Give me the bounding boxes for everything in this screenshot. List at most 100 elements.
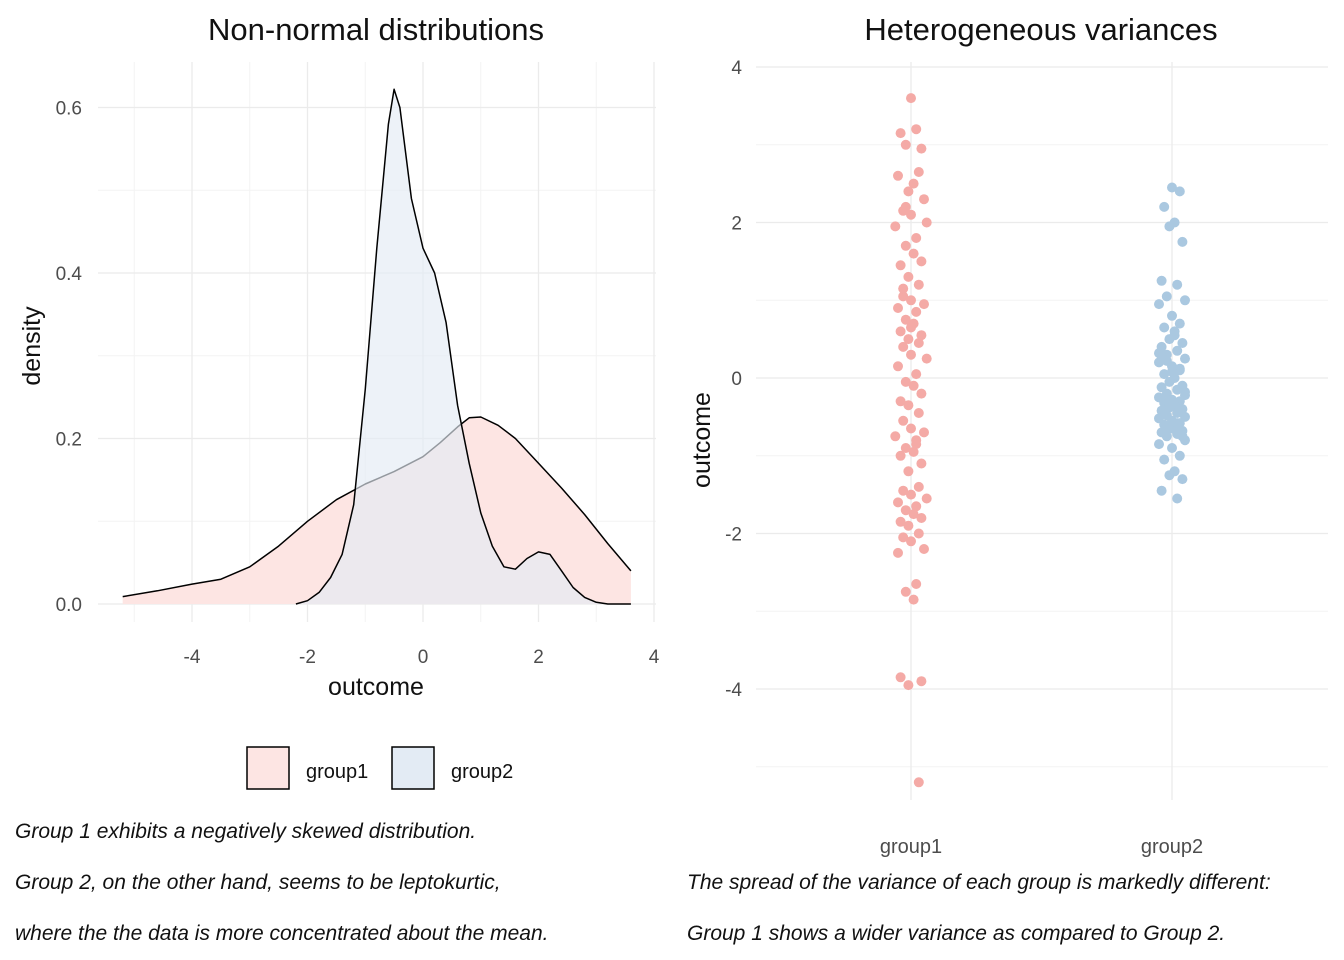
point-group1 — [890, 221, 901, 232]
point-group1 — [900, 201, 911, 212]
point-group1 — [906, 349, 916, 360]
point-group1 — [893, 303, 903, 313]
y-tick-label: 0.2 — [56, 430, 82, 451]
point-group1 — [913, 777, 924, 788]
y-tick-label: 4 — [731, 58, 742, 79]
right-tick-labels: -4 -2 0 2 4 group1 group2 — [725, 58, 1203, 858]
point-group2 — [1161, 431, 1172, 442]
point-group2 — [1172, 418, 1183, 429]
legend: group1 group2 — [246, 746, 513, 790]
point-group2 — [1161, 394, 1172, 405]
x-tick-label: -4 — [184, 647, 201, 668]
point-group1 — [893, 497, 903, 508]
point-group2 — [1174, 450, 1185, 461]
point-group2 — [1177, 474, 1188, 485]
point-group1 — [895, 516, 906, 527]
point-group1 — [916, 676, 927, 687]
point-group2 — [1174, 318, 1185, 329]
point-group1 — [921, 493, 932, 504]
point-group1 — [898, 415, 909, 426]
point-group1 — [906, 489, 916, 500]
point-group1 — [919, 299, 929, 310]
scatter-plot-panel: Heterogeneous variances -4 -2 0 2 4 group1 gro… — [688, 12, 1328, 858]
point-group2 — [1167, 310, 1177, 321]
point-group1 — [895, 260, 906, 271]
point-group1 — [916, 458, 927, 469]
point-group1 — [913, 279, 924, 290]
y-tick-label: -2 — [725, 525, 742, 546]
y-tick-label: 0.0 — [56, 595, 82, 616]
right-caption-line-1: The spread of the variance of each group… — [687, 871, 1271, 894]
left-caption-line-1: Group 1 exhibits a negatively skewed dis… — [15, 820, 477, 843]
point-group1 — [906, 295, 916, 306]
point-group1 — [903, 186, 914, 197]
point-group1 — [916, 388, 927, 399]
point-group1 — [908, 509, 919, 520]
point-group2 — [1161, 291, 1172, 302]
point-group1 — [921, 353, 932, 364]
point-group2 — [1159, 201, 1170, 212]
point-group1 — [913, 167, 924, 177]
point-group1 — [900, 240, 911, 251]
point-group1 — [908, 594, 919, 605]
point-group2 — [1172, 384, 1183, 395]
point-group2 — [1169, 330, 1180, 341]
point-group1 — [893, 170, 903, 181]
point-group1 — [911, 124, 922, 135]
point-group1 — [903, 334, 914, 345]
left-plot-title: Non-normal distributions — [208, 12, 544, 47]
y-tick-label: 2 — [731, 214, 742, 235]
point-group1 — [908, 248, 919, 259]
point-group2 — [1167, 366, 1177, 377]
point-group1 — [921, 217, 932, 228]
point-group1 — [913, 481, 924, 492]
point-group1 — [900, 314, 911, 325]
point-group2 — [1180, 387, 1190, 397]
point-group1 — [900, 139, 911, 150]
point-group2 — [1156, 485, 1167, 496]
point-group1 — [916, 256, 927, 267]
point-group2 — [1154, 299, 1164, 310]
point-group1 — [900, 376, 911, 387]
left-x-axis-label: outcome — [328, 673, 424, 701]
point-group1 — [906, 209, 916, 220]
point-group1 — [913, 408, 924, 418]
point-group1 — [903, 271, 914, 282]
point-group1 — [906, 536, 916, 547]
point-group2 — [1174, 363, 1185, 374]
x-tick-label: group2 — [1141, 836, 1203, 858]
point-group2 — [1159, 454, 1170, 465]
y-tick-label: 0.6 — [56, 99, 82, 120]
point-group1 — [903, 680, 914, 691]
point-group1 — [911, 369, 922, 380]
point-group1 — [898, 291, 909, 302]
point-group2 — [1177, 431, 1188, 442]
density-plot-panel: Non-normal distributions -4 -2 0 2 4 0.0 0.2 0.… — [18, 12, 660, 790]
point-group2 — [1156, 351, 1167, 362]
point-group1 — [895, 450, 906, 461]
legend-key-group2 — [391, 746, 435, 790]
right-grid — [756, 62, 1328, 800]
point-group2 — [1154, 439, 1164, 450]
point-group1 — [916, 143, 927, 154]
point-group1 — [916, 330, 927, 341]
point-group2 — [1180, 295, 1190, 306]
legend-label-group1: group1 — [306, 761, 368, 783]
y-tick-label: 0.4 — [56, 264, 83, 285]
scatter-points — [890, 93, 1190, 788]
point-group1 — [911, 439, 922, 450]
right-plot-title: Heterogeneous variances — [864, 12, 1217, 47]
point-group2 — [1177, 236, 1188, 247]
x-tick-label: 0 — [418, 647, 429, 668]
left-caption-line-3: where the the data is more concentrated … — [15, 922, 549, 945]
point-group1 — [919, 427, 929, 438]
point-group2 — [1177, 338, 1188, 348]
point-group1 — [893, 547, 903, 558]
point-group2 — [1174, 186, 1185, 197]
left-tick-labels: -4 -2 0 2 4 0.0 0.2 0.4 0.6 — [56, 99, 660, 669]
point-group1 — [908, 446, 919, 457]
y-tick-label: -4 — [725, 680, 742, 701]
point-group1 — [900, 586, 911, 597]
x-tick-label: group1 — [880, 836, 942, 858]
